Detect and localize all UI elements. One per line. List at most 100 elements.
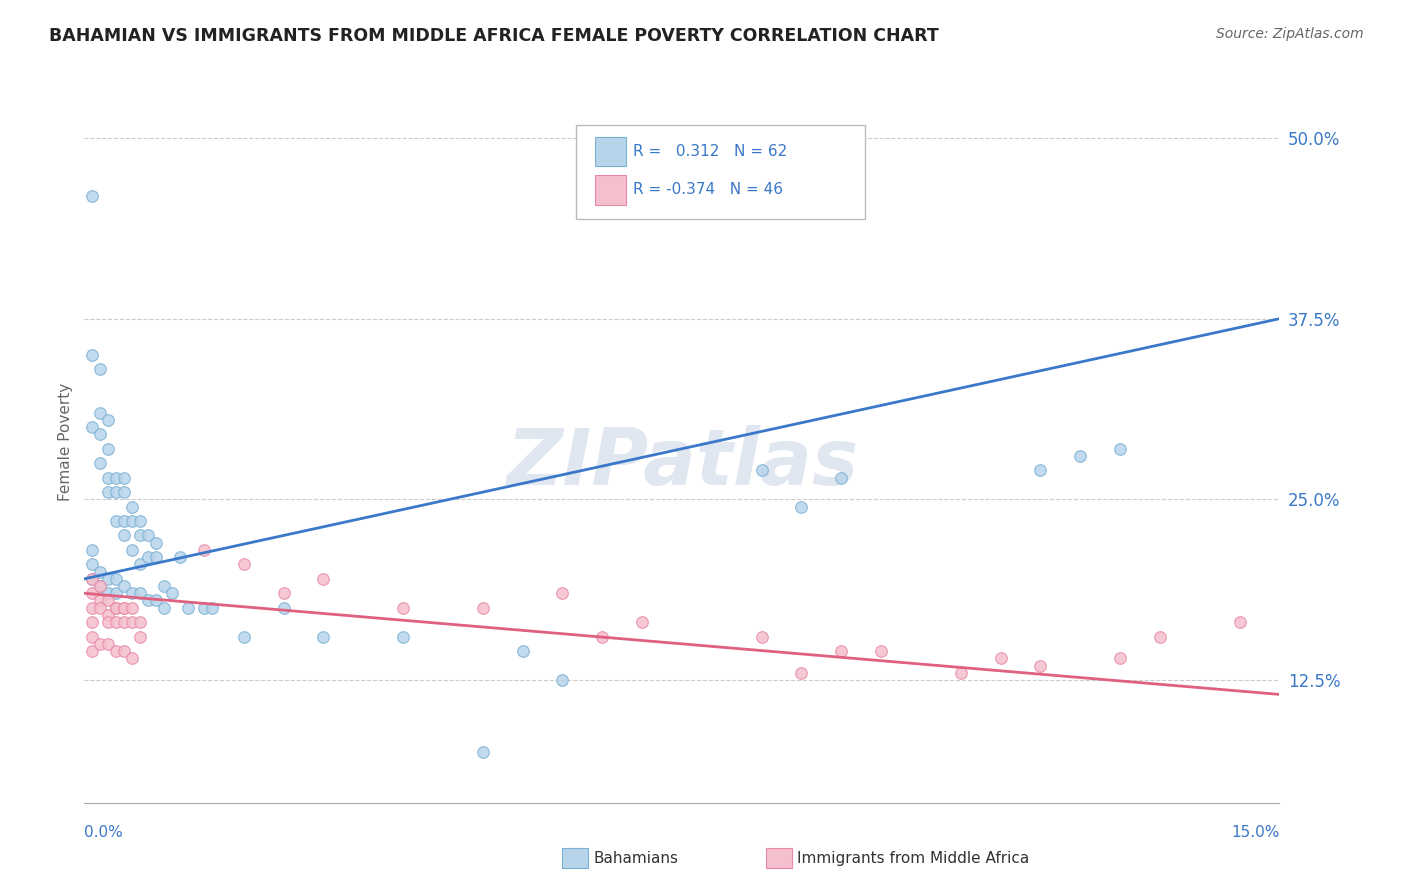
Point (89, 456, 111, 470)
Point (112, 528, 135, 542)
Point (312, 630, 335, 644)
Point (273, 600, 295, 615)
Point (136, 528, 159, 542)
Point (1149, 630, 1171, 644)
Point (112, 579, 135, 593)
Point (201, 600, 224, 615)
Point (112, 470, 135, 484)
Point (112, 485, 135, 500)
Point (121, 586, 143, 600)
Point (169, 550, 191, 565)
Point (145, 593, 167, 607)
Text: R = -0.374   N = 46: R = -0.374 N = 46 (633, 183, 783, 197)
Point (97, 615, 120, 630)
Point (112, 600, 135, 615)
Point (273, 586, 295, 600)
Point (751, 463, 773, 477)
Point (97, 470, 120, 484)
Point (82, 420, 104, 434)
Point (193, 542, 215, 557)
Point (129, 558, 152, 572)
Point (870, 644, 893, 658)
Point (1029, 463, 1052, 477)
Point (82, 644, 104, 658)
Point (105, 600, 128, 615)
Point (129, 630, 152, 644)
Point (136, 593, 159, 607)
Point (105, 586, 128, 600)
Point (97, 607, 120, 622)
Point (160, 586, 183, 600)
Point (392, 630, 415, 644)
Point (129, 514, 152, 528)
Point (145, 535, 167, 549)
Text: Immigrants from Middle Africa: Immigrants from Middle Africa (797, 851, 1029, 865)
Point (830, 470, 852, 484)
Point (89, 579, 111, 593)
Point (1029, 658, 1052, 673)
Point (751, 630, 773, 644)
Point (82, 586, 104, 600)
Point (153, 579, 176, 593)
Point (112, 600, 135, 615)
Point (89, 406, 111, 420)
Point (105, 514, 128, 528)
Point (1109, 442, 1132, 456)
Point (392, 600, 415, 615)
Point (121, 514, 143, 528)
Point (89, 600, 111, 615)
Point (97, 586, 120, 600)
Point (790, 665, 813, 680)
Point (82, 189, 104, 203)
Point (105, 485, 128, 500)
Point (136, 550, 159, 565)
Point (82, 615, 104, 630)
Point (121, 651, 143, 665)
Point (112, 644, 135, 658)
Point (105, 644, 128, 658)
Y-axis label: Female Poverty: Female Poverty (58, 383, 73, 500)
Point (89, 362, 111, 376)
Point (89, 593, 111, 607)
Point (1069, 449, 1091, 463)
Point (89, 637, 111, 651)
Point (949, 665, 972, 680)
Text: BAHAMIAN VS IMMIGRANTS FROM MIDDLE AFRICA FEMALE POVERTY CORRELATION CHART: BAHAMIAN VS IMMIGRANTS FROM MIDDLE AFRIC… (49, 27, 939, 45)
Point (82, 572, 104, 586)
Point (471, 745, 494, 759)
Point (105, 572, 128, 586)
Point (97, 637, 120, 651)
Point (97, 442, 120, 456)
Point (1229, 615, 1251, 630)
Point (232, 630, 254, 644)
Point (591, 630, 613, 644)
Point (121, 615, 143, 630)
Point (153, 600, 176, 615)
Point (82, 348, 104, 362)
Point (551, 586, 574, 600)
Point (89, 427, 111, 442)
Point (631, 615, 654, 630)
Text: Bahamians: Bahamians (593, 851, 678, 865)
Point (89, 565, 111, 579)
Point (312, 572, 335, 586)
Point (97, 593, 120, 607)
Point (193, 600, 215, 615)
Point (105, 470, 128, 484)
Point (790, 500, 813, 514)
Point (97, 485, 120, 500)
Point (112, 615, 135, 630)
Point (82, 572, 104, 586)
Point (990, 651, 1012, 665)
Text: ZIPatlas: ZIPatlas (506, 425, 858, 501)
Point (471, 600, 494, 615)
Point (112, 514, 135, 528)
Point (82, 630, 104, 644)
Point (129, 615, 152, 630)
Point (512, 644, 534, 658)
Point (121, 600, 143, 615)
Point (830, 644, 852, 658)
Point (82, 542, 104, 557)
Point (129, 528, 152, 542)
Point (551, 673, 574, 687)
